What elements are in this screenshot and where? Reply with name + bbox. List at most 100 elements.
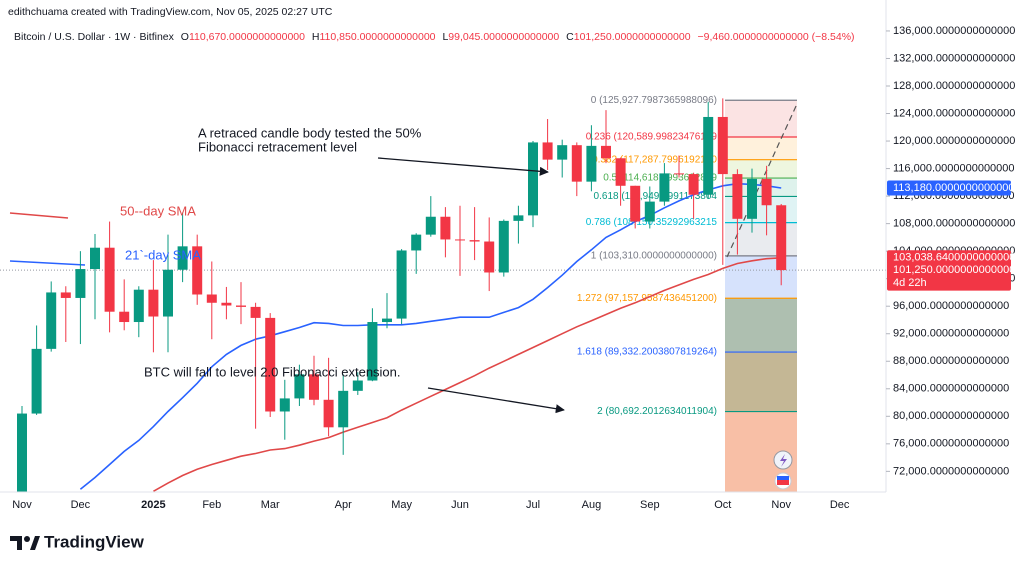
x-tick-label: Aug [582, 499, 602, 511]
fib-label: 2 (80,692.2012634011904) [597, 406, 717, 417]
x-tick-label: Oct [714, 499, 731, 511]
flag-glyph [777, 480, 789, 485]
price-label: 101,250.0000000000000 [893, 264, 1015, 276]
candle-body [367, 322, 378, 381]
x-tick-label: Apr [335, 499, 352, 511]
ohlc-value: 110,850.0000000000000 [320, 31, 436, 43]
y-tick-label: 92,000.0000000000000 [893, 328, 1009, 340]
x-tick-label: Sep [640, 499, 660, 511]
fib-band [725, 178, 797, 197]
annotation: Fibonacci retracement level [198, 139, 357, 154]
ohlc-value: 110,670.0000000000000 [189, 31, 305, 43]
y-tick-label: 136,000.0000000000000 [893, 25, 1015, 37]
y-tick-label: 120,000.0000000000000 [893, 135, 1015, 147]
candle-body [309, 374, 319, 400]
candle-body [601, 145, 611, 159]
y-tick-label: 76,000.0000000000000 [893, 438, 1009, 450]
symbol-line: Bitcoin / U.S. Dollar · 1W · Bitfinex O1… [14, 31, 855, 43]
ohlc-key: H [312, 31, 320, 43]
annotation: BTC will fall to level 2.0 Fibonacci ext… [144, 364, 401, 379]
y-tick-label: 128,000.0000000000000 [893, 80, 1015, 92]
y-tick-label: 88,000.0000000000000 [893, 355, 1009, 367]
candle-body [776, 205, 787, 271]
sma-line [153, 257, 782, 492]
x-tick-label: 2025 [141, 499, 165, 511]
annotation-arrow [377, 157, 549, 176]
candle-body [192, 246, 203, 295]
candle-body [323, 399, 334, 428]
candle-body [133, 289, 144, 323]
candle-body [484, 241, 495, 273]
x-tick-label: May [391, 499, 412, 511]
countdown: 4d 22h [893, 277, 927, 289]
line-label: 50--day SMA [120, 203, 196, 218]
annotation: A retraced candle body tested the 50% [198, 125, 422, 140]
candle-body [119, 311, 130, 323]
x-tick-label: Jun [451, 499, 469, 511]
candle-body [717, 116, 728, 175]
candle-body [279, 398, 290, 412]
y-tick-label: 108,000.0000000000000 [893, 218, 1015, 230]
candle-body [425, 216, 436, 235]
candle-body [557, 145, 568, 160]
fib-label: 1.618 (89,332.2003807819264) [577, 347, 717, 358]
candle-body [528, 142, 538, 216]
candle-body [674, 173, 684, 175]
candle-body [644, 201, 655, 222]
fib-label: 0.236 (120,589.99823476149 [586, 132, 718, 143]
candle-body [148, 289, 159, 317]
x-tick-label: Feb [202, 499, 221, 511]
x-tick-label: Mar [261, 499, 280, 511]
candle-body [630, 185, 641, 222]
candle-body [250, 306, 261, 318]
candle-body [732, 174, 743, 219]
plot-area [0, 98, 886, 492]
ohlc-value: 99,045.0000000000000 [448, 31, 559, 43]
candle-body [615, 158, 626, 186]
candle-body [382, 318, 392, 323]
legend-line [9, 260, 86, 266]
candle-body [586, 145, 597, 182]
y-tick-label: 116,000.0000000000000 [893, 162, 1015, 174]
fib-label: 0.786 (108,150.35292963215 [586, 217, 718, 228]
logo-shape [24, 536, 30, 542]
candle-body [747, 178, 757, 219]
candle-body [265, 317, 276, 412]
symbol: Bitcoin / U.S. Dollar · 1W · Bitfinex [14, 31, 175, 43]
fib-label: 0 (125,927.7987365988096) [591, 95, 717, 106]
change: −9,460.0000000000000 (−8.54%) [697, 31, 854, 43]
candle-body [659, 173, 670, 202]
candle-body [338, 390, 349, 428]
flag-glyph [777, 476, 789, 480]
candle-body [221, 302, 232, 306]
candle-body [206, 294, 217, 303]
fib-band [725, 100, 797, 137]
candle-body [163, 269, 173, 317]
candle-body [236, 305, 246, 307]
annotation-arrow [427, 387, 565, 414]
candle-body [455, 239, 465, 241]
candle-body [469, 240, 480, 242]
price-label-box [887, 250, 1011, 266]
ohlc-key: C [566, 31, 574, 43]
y-tick-label: 84,000.0000000000000 [893, 383, 1009, 395]
x-tick-label: Dec [71, 499, 91, 511]
event-icon-glyph [780, 454, 787, 467]
ohlc-key: L [442, 31, 448, 43]
x-tick-label: Nov [771, 499, 791, 511]
candle-body [542, 142, 553, 160]
x-tick-label: Dec [830, 499, 850, 511]
candle-body [46, 292, 57, 349]
ohlc-key: O [181, 31, 189, 43]
y-tick-label: 80,000.0000000000000 [893, 410, 1009, 422]
candle-body [440, 216, 451, 240]
logo-shape [10, 536, 22, 550]
fib-label: 1 (103,310.0000000000000) [591, 251, 717, 262]
candle-body [703, 116, 714, 195]
candle-body [17, 413, 27, 492]
line-label: 21`-day SMA [125, 247, 201, 262]
candle-body [104, 247, 115, 312]
fib-band [725, 136, 797, 160]
candle-body [90, 247, 100, 270]
